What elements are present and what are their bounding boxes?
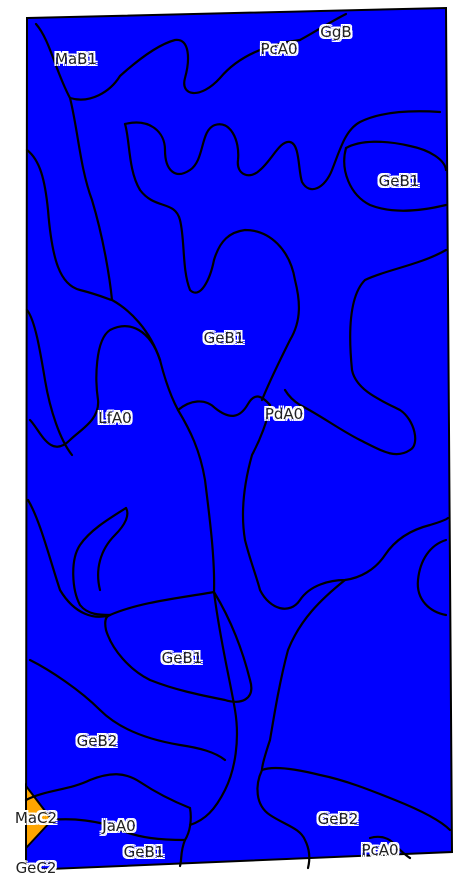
soil-boundaries [24, 12, 452, 870]
survey-area-polygon[interactable] [24, 6, 454, 872]
mac2-unit-polygon[interactable] [25, 783, 54, 851]
